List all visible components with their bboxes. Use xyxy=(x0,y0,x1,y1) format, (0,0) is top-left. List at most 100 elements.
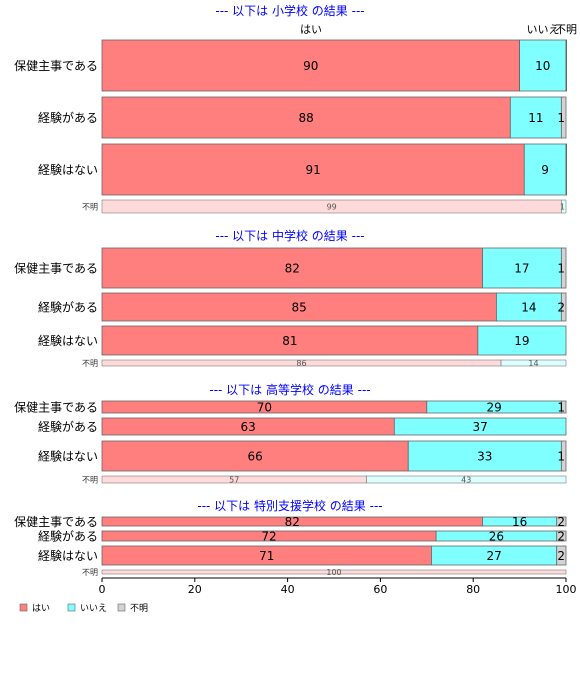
data-label-no: 26 xyxy=(489,530,504,544)
bar-segment-no xyxy=(407,440,562,472)
bar-row: 85 14 2 経験がある xyxy=(38,292,567,322)
bar-segment-yes xyxy=(101,39,521,92)
data-label-no: 43 xyxy=(461,476,471,485)
bar-segment-no xyxy=(477,325,567,356)
x-tick-label: 60 xyxy=(373,583,387,596)
bar-segment-unknown xyxy=(560,247,567,289)
x-tick-label: 100 xyxy=(556,583,577,596)
bar-segment-yes xyxy=(101,292,497,322)
bar-segment-no xyxy=(523,143,567,196)
x-tick-label: 20 xyxy=(188,583,202,596)
data-label-no: 14 xyxy=(521,301,536,315)
bar-row: 66 33 1 経験はない xyxy=(38,440,567,472)
x-axis: 0 20 40 60 80 100 xyxy=(99,577,577,596)
bar-segment-unknown xyxy=(560,440,567,472)
panel-title: --- 以下は 中学校 の結果 --- xyxy=(215,228,364,243)
bar-segment-unknown xyxy=(556,530,567,542)
data-label-unknown: 2 xyxy=(557,515,565,529)
row-label: 経験がある xyxy=(38,529,98,544)
bar-row: 57 43 不明 xyxy=(82,475,567,485)
row-label: 経験はない xyxy=(38,162,98,177)
data-label-no: 16 xyxy=(512,515,527,529)
bar-segment-no xyxy=(393,417,567,436)
data-label-no: 29 xyxy=(486,401,501,415)
data-label-yes: 71 xyxy=(259,549,274,563)
data-label-unknown: 1 xyxy=(557,262,565,276)
data-label-no: 9 xyxy=(541,163,549,177)
bar-row: 100 不明 xyxy=(82,568,567,577)
data-label-yes: 82 xyxy=(285,515,300,529)
row-label: 保健主事である xyxy=(14,515,98,529)
bar-segment-no xyxy=(561,199,567,214)
data-label-unknown: 1 xyxy=(557,401,565,415)
bar-row: 71 27 2 経験はない xyxy=(38,545,567,566)
bar-segment-unknown xyxy=(556,545,567,566)
data-label-yes: 99 xyxy=(327,203,337,212)
data-label-yes: 90 xyxy=(303,59,318,73)
data-label-unknown: 1 xyxy=(557,111,565,125)
data-label-yes: 63 xyxy=(241,420,256,434)
data-label-unknown: 1 xyxy=(557,450,565,464)
data-label-no: 27 xyxy=(486,549,501,563)
data-label-yes: 57 xyxy=(229,476,239,485)
data-label-no: 17 xyxy=(514,262,529,276)
data-label-unknown: 2 xyxy=(557,530,565,544)
row-label: 経験がある xyxy=(38,110,98,125)
data-label-yes: 85 xyxy=(292,301,307,315)
row-label: 経験はない xyxy=(38,333,98,348)
legend-swatch-yes xyxy=(19,603,28,612)
data-label-no: 11 xyxy=(528,111,543,125)
panel-title: --- 以下は 高等学校 の結果 --- xyxy=(209,382,370,397)
row-label: 不明 xyxy=(82,203,98,212)
bar-segment-no xyxy=(366,475,567,484)
bar-row: 99 1 不明 xyxy=(82,199,567,214)
bar-segment-unknown xyxy=(565,143,568,196)
x-tick-label: 40 xyxy=(281,583,295,596)
data-label-yes: 91 xyxy=(305,163,320,177)
bar-segment-yes xyxy=(101,143,525,196)
data-label-yes: 66 xyxy=(247,450,262,464)
bar-row: 90 10 保健主事である xyxy=(14,39,568,92)
header-label-yes: はい xyxy=(300,23,322,36)
bar-segment-no xyxy=(519,39,567,92)
bar-segment-yes xyxy=(101,247,483,289)
row-label: 不明 xyxy=(82,476,98,485)
bar-segment-unknown xyxy=(560,96,567,139)
row-label: 経験はない xyxy=(38,548,98,563)
data-label-unknown: 2 xyxy=(557,549,565,563)
bar-segment-no xyxy=(500,359,567,367)
bar-row: 72 26 2 経験がある xyxy=(38,529,567,544)
data-label-yes: 72 xyxy=(261,530,276,544)
data-label-unknown: 2 xyxy=(557,301,565,315)
bar-row: 63 37 経験がある xyxy=(38,417,567,436)
bar-row: 91 9 経験はない xyxy=(38,143,568,196)
panel-2: --- 以下は 高等学校 の結果 --- 70 29 1 保健主事である 63 37 経験があ… xyxy=(14,382,567,485)
panel-3: --- 以下は 特別支援学校 の結果 --- 82 16 2 保健主事である 72 26 2 経… xyxy=(14,498,567,577)
legend-label-unknown: 不明 xyxy=(130,603,148,614)
panel-1: --- 以下は 中学校 の結果 --- 82 17 1 保健主事である 85 14 2 経験があ… xyxy=(14,228,567,368)
data-label-no: 33 xyxy=(477,450,492,464)
bar-row: 82 16 2 保健主事である xyxy=(14,515,567,529)
x-tick-label: 80 xyxy=(466,583,480,596)
row-label: 経験がある xyxy=(38,419,98,434)
data-label-yes: 70 xyxy=(257,401,272,415)
row-label: 保健主事である xyxy=(14,262,98,276)
bar-segment-unknown xyxy=(556,516,567,527)
data-label-no: 14 xyxy=(528,359,538,368)
bar-segment-no xyxy=(482,247,562,289)
legend-label-no: いいえ xyxy=(80,603,107,614)
data-label-yes: 86 xyxy=(296,359,306,368)
bar-segment-unknown xyxy=(560,292,567,322)
header-label-unknown: 不明 xyxy=(555,23,577,36)
data-label-yes: 88 xyxy=(299,111,314,125)
bar-row: 81 19 経験はない xyxy=(38,325,567,356)
row-label: 経験がある xyxy=(38,300,98,315)
bar-row: 82 17 1 保健主事である xyxy=(14,247,567,289)
bar-segment-yes xyxy=(101,569,567,575)
data-label-no: 37 xyxy=(473,420,488,434)
header-label-no: いいえ xyxy=(527,23,560,36)
panel-title: --- 以下は 小学校 の結果 --- xyxy=(215,3,364,18)
